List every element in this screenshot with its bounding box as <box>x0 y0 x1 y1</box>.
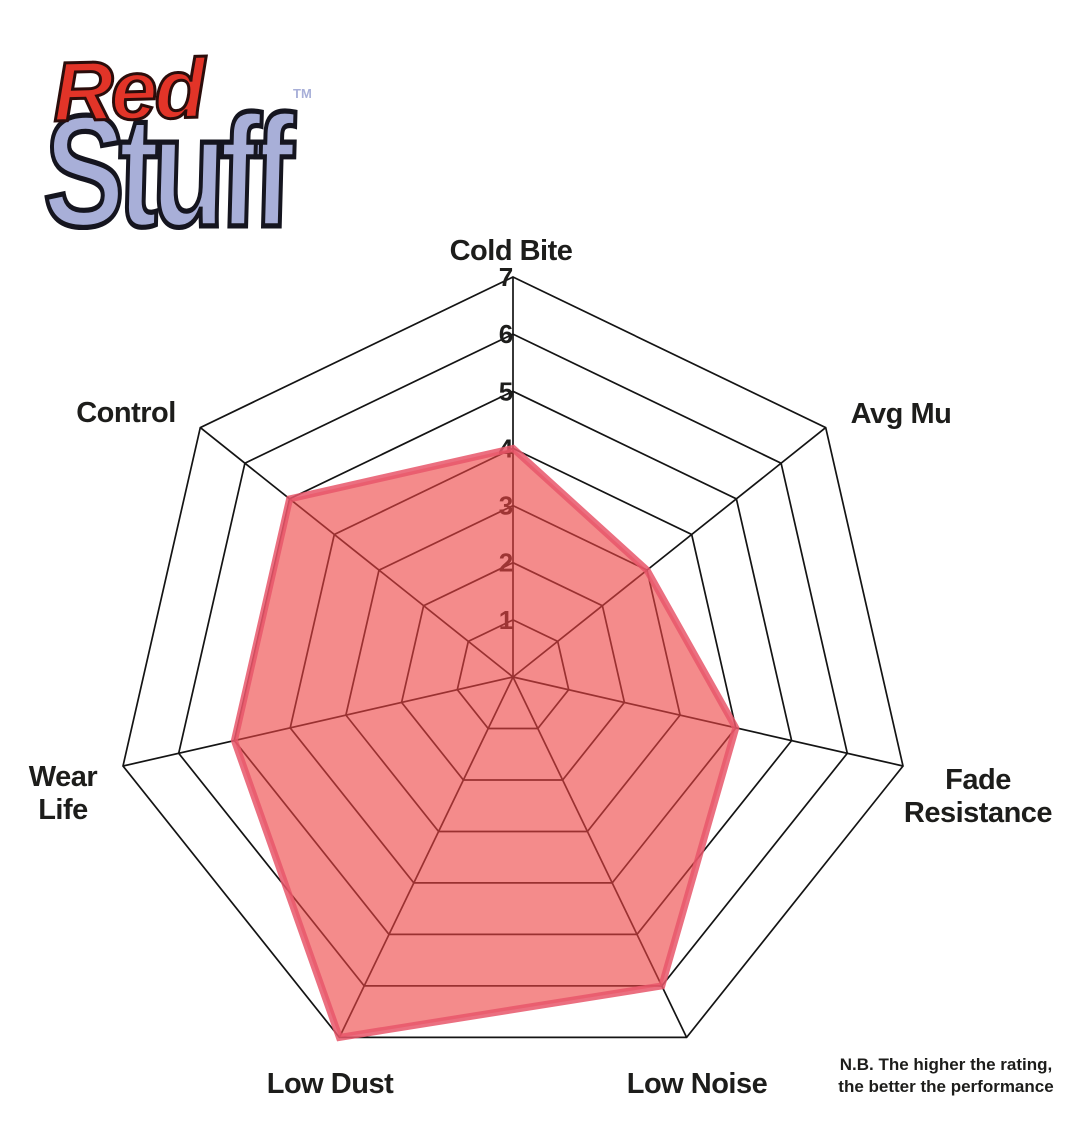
axis-label-low-noise: Low Noise <box>627 1068 768 1100</box>
grid-ring-7 <box>122 276 904 1039</box>
logo-word-red: Red <box>50 40 205 141</box>
trademark-symbol: TM <box>293 86 312 101</box>
performance-polygon <box>230 444 740 1042</box>
axis-label-low-dust: Low Dust <box>267 1068 394 1100</box>
axis-label-control: Control <box>76 397 176 429</box>
axis-label-cold-bite: Cold Bite <box>450 235 573 267</box>
axis-label-fade-resistance: Resistance <box>904 797 1053 829</box>
footnote-line-2: the better the performance <box>838 1077 1054 1096</box>
redstuff-logo: Stuff Red TM <box>39 40 340 262</box>
chart-footnote: N.B. The higher the rating, the better t… <box>826 1054 1066 1098</box>
scale-tick-6: 6 <box>499 319 513 349</box>
scale-tick-5: 5 <box>499 376 513 406</box>
axis-label-wear-life: Wear <box>29 761 98 793</box>
axis-label-wear-life: Life <box>38 794 88 826</box>
axis-label-fade-resistance: Fade <box>945 764 1011 796</box>
footnote-line-1: N.B. The higher the rating, <box>839 1055 1053 1074</box>
axis-label-avg-mu: Avg Mu <box>851 398 952 430</box>
scale-tick-7: 7 <box>499 262 513 292</box>
